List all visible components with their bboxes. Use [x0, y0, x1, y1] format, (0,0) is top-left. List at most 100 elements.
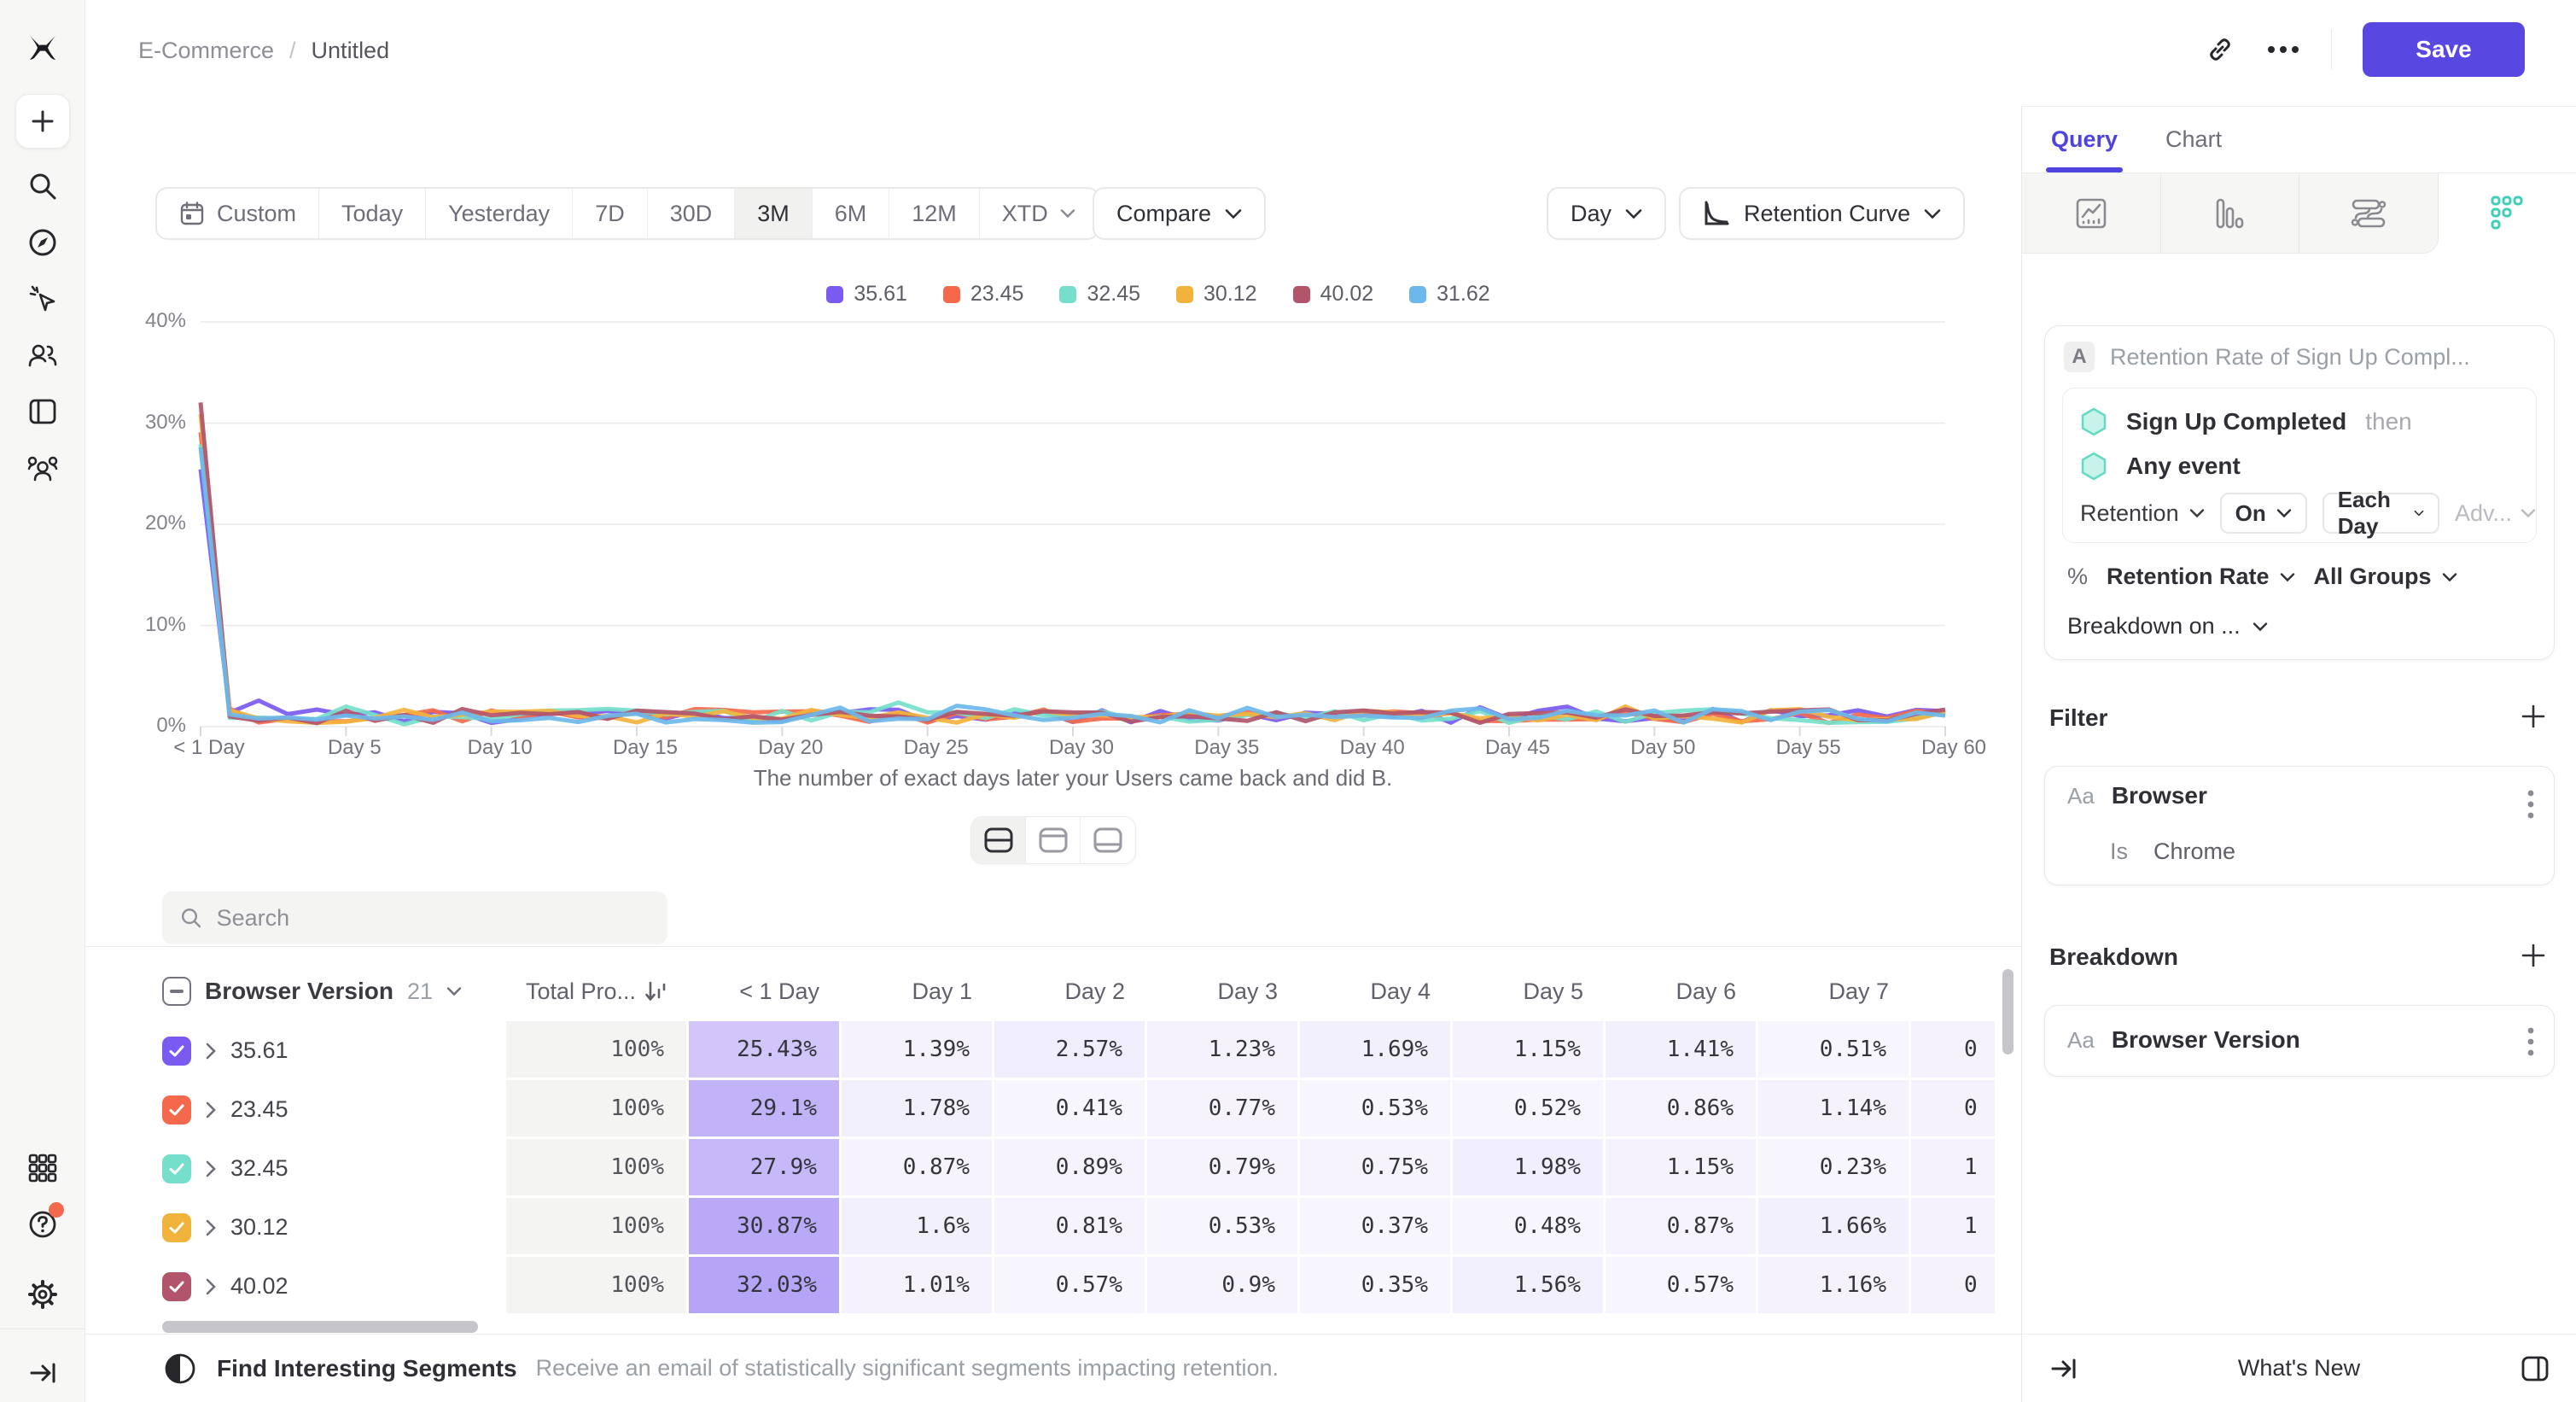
cohorts-icon[interactable] — [24, 451, 61, 488]
tab-chart[interactable]: Chart — [2165, 126, 2223, 152]
legend-item-30.12[interactable]: 30.12 — [1176, 282, 1257, 307]
sort-descending-icon[interactable] — [644, 979, 667, 1003]
chart-type-insights-button[interactable] — [2022, 173, 2161, 254]
row-checkbox[interactable] — [162, 1212, 191, 1242]
layout-table-only-button[interactable] — [1081, 817, 1135, 863]
day-column-header[interactable]: Day 5 — [1523, 978, 1583, 1004]
date-range-yesterday[interactable]: Yesterday — [426, 189, 574, 238]
date-range-today[interactable]: Today — [319, 189, 427, 238]
day-column-header[interactable]: < 1 Day — [739, 978, 819, 1004]
advanced-dropdown[interactable]: Adv... — [2455, 500, 2536, 527]
date-range-30d[interactable]: 30D — [648, 189, 736, 238]
day-column-header[interactable]: Day 7 — [1828, 978, 1889, 1004]
retention-type-dropdown[interactable]: Retention — [2080, 500, 2205, 527]
events-cursor-icon[interactable] — [24, 280, 61, 318]
granularity-dropdown[interactable]: Day — [1547, 187, 1667, 240]
layout-split-view-button[interactable] — [971, 817, 1026, 863]
legend-item-35.61[interactable]: 35.61 — [826, 282, 907, 307]
save-button[interactable]: Save — [2363, 22, 2525, 77]
chart-type-retention-button[interactable] — [2438, 173, 2576, 254]
chart-type-funnels-button[interactable] — [2160, 173, 2299, 254]
row-checkbox[interactable] — [162, 1271, 191, 1301]
row-checkbox[interactable] — [162, 1095, 191, 1125]
vertical-scrollbar[interactable] — [2002, 969, 2014, 1054]
each-day-dropdown[interactable]: Each Day — [2322, 487, 2439, 539]
expand-row-icon[interactable] — [205, 1160, 217, 1178]
group-column-header[interactable]: Browser Version — [205, 978, 393, 1004]
apps-grid-icon[interactable] — [24, 1149, 61, 1187]
date-range-xtd[interactable]: XTD — [980, 189, 1098, 238]
collapse-panel-icon[interactable] — [2049, 1354, 2078, 1383]
row-checkbox[interactable] — [162, 1036, 191, 1066]
groups-dropdown[interactable]: All Groups — [2314, 564, 2457, 590]
expand-row-icon[interactable] — [205, 1101, 217, 1119]
more-options-icon[interactable] — [2266, 44, 2300, 55]
day-column-header[interactable]: Day 6 — [1676, 978, 1736, 1004]
select-all-checkbox[interactable] — [162, 977, 191, 1006]
add-breakdown-button[interactable] — [2520, 942, 2547, 969]
second-event-row[interactable]: Any event — [2080, 452, 2241, 481]
report-title[interactable]: Untitled — [311, 38, 390, 63]
date-range-12m[interactable]: 12M — [889, 189, 980, 238]
boards-icon[interactable] — [24, 393, 61, 430]
series-label[interactable]: Retention Rate of Sign Up Compl... — [2110, 343, 2470, 370]
series-line-40.02[interactable] — [198, 402, 1946, 726]
row-checkbox[interactable] — [162, 1154, 191, 1183]
chart-style-dropdown[interactable]: Retention Curve — [1679, 187, 1966, 240]
settings-gear-icon[interactable] — [24, 1276, 61, 1313]
filter-condition[interactable]: Is Chrome — [2110, 838, 2235, 865]
series-line-30.12[interactable] — [198, 413, 1946, 726]
filter-options-kebab-icon[interactable] — [2526, 789, 2535, 820]
chevron-down-icon[interactable] — [446, 986, 462, 996]
create-button[interactable] — [15, 94, 70, 149]
breakdown-on-dropdown[interactable]: Breakdown on ... — [2067, 613, 2268, 640]
search-input[interactable] — [216, 904, 650, 932]
series-line-35.61[interactable] — [198, 469, 1946, 726]
breakdown-options-kebab-icon[interactable] — [2526, 1026, 2535, 1057]
filter-card[interactable]: Aa Browser Is Chrome — [2044, 766, 2555, 885]
legend-item-40.02[interactable]: 40.02 — [1292, 282, 1373, 307]
day-column-header[interactable]: Day 3 — [1217, 978, 1278, 1004]
add-filter-button[interactable] — [2520, 703, 2547, 730]
help-icon[interactable] — [24, 1202, 64, 1243]
series-line-32.45[interactable] — [198, 444, 1946, 727]
legend-item-23.45[interactable]: 23.45 — [942, 282, 1023, 307]
legend-item-31.62[interactable]: 31.62 — [1409, 282, 1490, 307]
expand-row-icon[interactable] — [205, 1218, 217, 1237]
date-range-6m[interactable]: 6M — [813, 189, 890, 238]
first-event-row[interactable]: Sign Up Completed then — [2080, 407, 2412, 436]
date-range-3m[interactable]: 3M — [735, 189, 813, 238]
filter-property-name[interactable]: Browser — [2111, 782, 2207, 809]
chart-type-flows-button[interactable] — [2299, 173, 2439, 254]
copy-link-icon[interactable] — [2205, 34, 2235, 65]
users-icon[interactable] — [24, 336, 61, 374]
filter-value[interactable]: Chrome — [2153, 838, 2236, 864]
day-column-header[interactable]: Day 2 — [1064, 978, 1125, 1004]
expand-row-icon[interactable] — [205, 1277, 217, 1296]
expand-sidebar-icon[interactable] — [24, 1354, 61, 1392]
horizontal-scrollbar[interactable] — [162, 1321, 478, 1333]
compare-button[interactable]: Compare — [1093, 187, 1267, 240]
tab-query[interactable]: Query — [2045, 107, 2124, 172]
breakdown-property-name[interactable]: Browser Version — [2111, 1026, 2300, 1053]
find-segments-link[interactable]: Find Interesting Segments — [217, 1354, 517, 1382]
whats-new-link[interactable]: What's New — [2237, 1355, 2361, 1381]
panel-layout-icon[interactable] — [2520, 1353, 2550, 1384]
on-dropdown[interactable]: On — [2219, 493, 2307, 534]
layout-chart-only-button[interactable] — [1026, 817, 1081, 863]
legend-item-32.45[interactable]: 32.45 — [1059, 282, 1140, 307]
date-range-7d[interactable]: 7D — [573, 189, 648, 238]
explore-compass-icon[interactable] — [24, 224, 61, 261]
day-column-header[interactable]: Day 4 — [1370, 978, 1431, 1004]
search-icon[interactable] — [24, 167, 61, 205]
total-column-header[interactable]: Total Pro... — [525, 978, 636, 1004]
day-column-header[interactable]: Day 1 — [912, 978, 972, 1004]
series-line-23.45[interactable] — [198, 431, 1946, 726]
breakdown-card[interactable]: Aa Browser Version — [2044, 1005, 2555, 1077]
filter-operator[interactable]: Is — [2110, 838, 2129, 864]
series-line-31.62[interactable] — [198, 447, 1946, 725]
measure-dropdown[interactable]: Retention Rate — [2107, 564, 2295, 590]
expand-row-icon[interactable] — [205, 1042, 217, 1060]
date-range-custom[interactable]: Custom — [157, 189, 320, 238]
breadcrumb-project[interactable]: E-Commerce — [138, 38, 275, 63]
